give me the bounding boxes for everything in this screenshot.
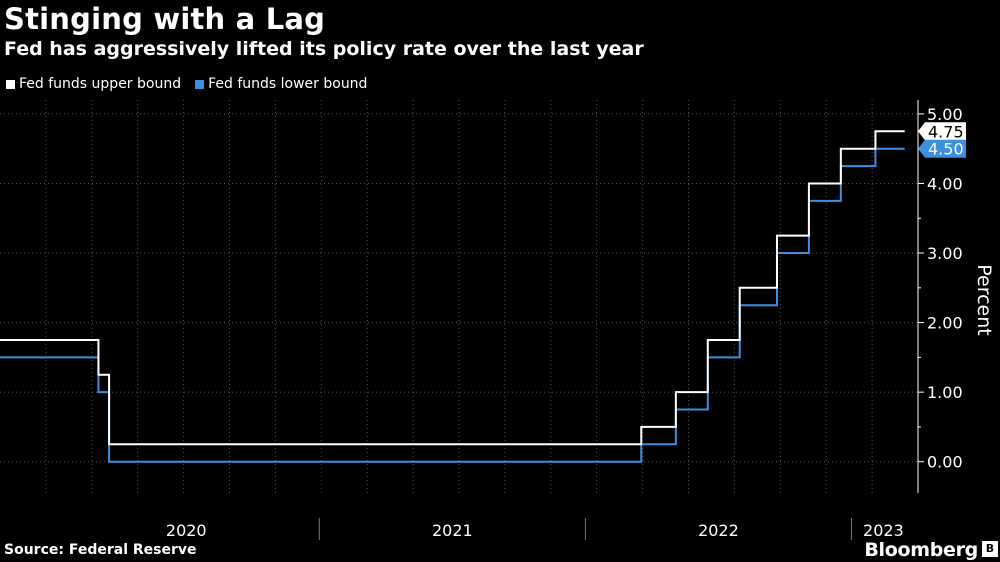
legend-item-upper: Fed funds upper bound <box>6 76 181 92</box>
y-tick-label: 4.00 <box>927 174 963 193</box>
x-tick-label: 2021 <box>432 521 473 540</box>
value-label-text: 4.50 <box>928 140 964 159</box>
x-tick-label: 2022 <box>698 521 739 540</box>
y-tick-label: 5.00 <box>927 105 963 124</box>
legend-swatch-lower <box>195 79 205 89</box>
series-lines <box>0 130 905 463</box>
y-tick-label: 1.00 <box>927 383 963 402</box>
last-value-label-upper: 4.75 <box>918 122 966 141</box>
bloomberg-logo: Bloomberg <box>864 539 978 561</box>
value-label-text: 4.75 <box>928 122 964 141</box>
value-label-box <box>918 122 966 141</box>
value-labels: 4.754.50 <box>918 122 966 159</box>
legend: Fed funds upper bound Fed funds lower bo… <box>6 76 367 92</box>
x-tick-label: 2023 <box>863 521 904 540</box>
legend-label-upper: Fed funds upper bound <box>19 76 182 92</box>
series-upper-bound-line <box>0 130 905 446</box>
grid-lines <box>0 100 918 493</box>
series-lower-bound-line <box>0 147 905 463</box>
source-note: Source: Federal Reserve <box>4 542 197 558</box>
value-label-box <box>918 139 966 158</box>
last-value-label-lower: 4.50 <box>918 139 966 159</box>
bloomberg-b-icon: B <box>982 541 998 557</box>
y-tick-label: 2.00 <box>927 314 963 333</box>
chart-subtitle: Fed has aggressively lifted its policy r… <box>4 38 644 60</box>
x-tick-label: 2020 <box>166 521 207 540</box>
legend-item-lower: Fed funds lower bound <box>195 76 367 92</box>
chart-title: Stinging with a Lag <box>4 2 326 36</box>
legend-label-lower: Fed funds lower bound <box>208 76 368 92</box>
y-tick-label: 0.00 <box>927 453 963 472</box>
y-tick-label: 3.00 <box>927 244 963 263</box>
legend-swatch-upper <box>6 79 15 89</box>
axes: 0.00 1.00 2.00 3.00 4.00 5.00 2020 2021 2022 2023 <box>166 100 963 540</box>
y-axis-label: Percent <box>973 264 995 336</box>
